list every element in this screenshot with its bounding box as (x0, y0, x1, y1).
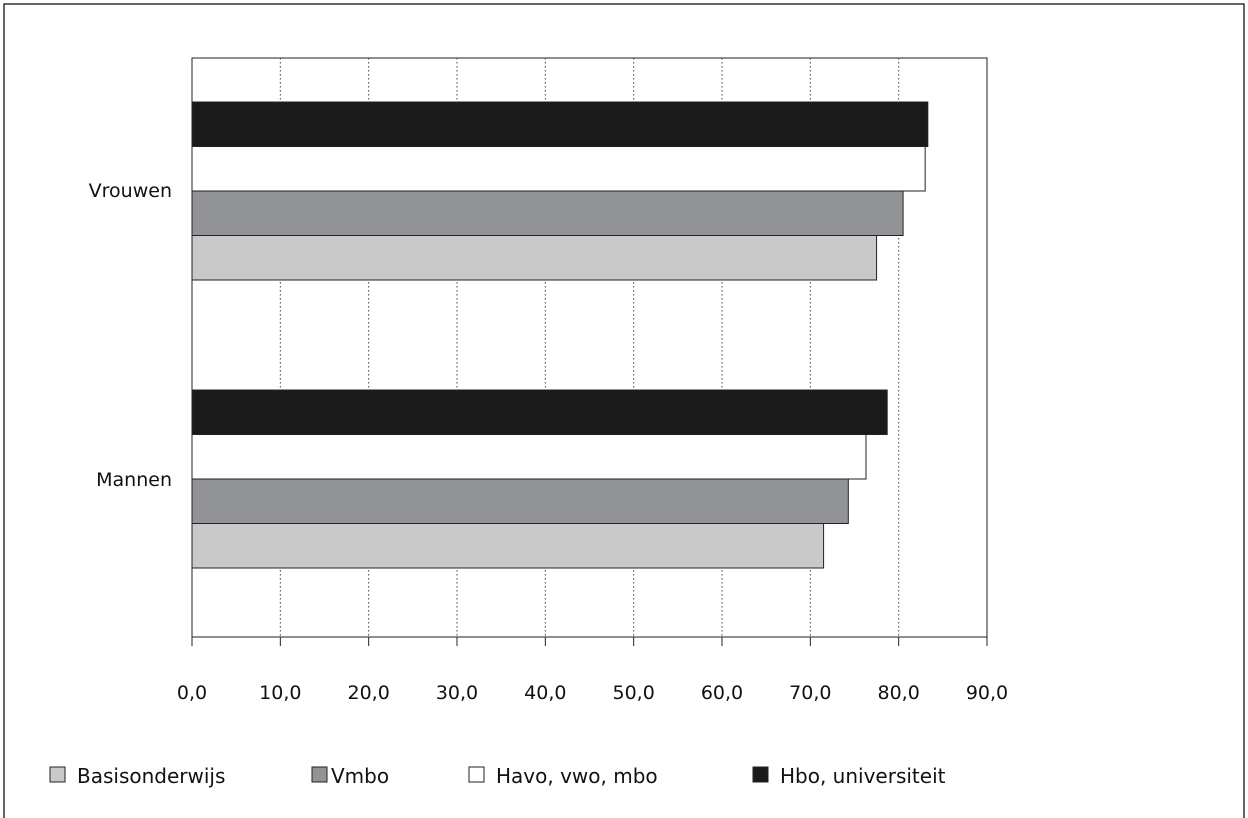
bar-hbo-universiteit-vrouwen (191, 101, 929, 147)
legend-swatch-basisonderwijs (49, 766, 66, 783)
x-tick-label: 50,0 (613, 682, 655, 704)
plot-frame (191, 57, 988, 638)
bar-hbo-universiteit-mannen (191, 389, 888, 435)
x-tick-label: 0,0 (177, 682, 207, 704)
x-tick-label: 60,0 (701, 682, 743, 704)
legend-label: Havo, vwo, mbo (496, 764, 658, 788)
x-tick-label: 70,0 (789, 682, 831, 704)
legend-swatch-vmbo (311, 766, 328, 783)
x-tick-label: 40,0 (524, 682, 566, 704)
category-label: Vrouwen (89, 180, 172, 202)
x-tick-label: 30,0 (436, 682, 478, 704)
x-tick-label: 80,0 (878, 682, 920, 704)
legend: Basisonderwijs Vmbo Havo, vwo, mbo Hbo, uni… (49, 764, 946, 788)
bar-havo-vwo-mbo-vrouwen (191, 146, 926, 192)
category-label: Mannen (96, 469, 172, 491)
x-tick-label: 10,0 (259, 682, 301, 704)
legend-swatch-havo-vwo-mbo (468, 766, 485, 783)
bar-vmbo-vrouwen (191, 190, 904, 236)
legend-swatch-hbo-universiteit (752, 766, 769, 783)
bar-basisonderwijs-mannen (191, 523, 825, 569)
legend-label: Hbo, universiteit (780, 764, 946, 788)
x-tick-label: 90,0 (966, 682, 1008, 704)
legend-label: Basisonderwijs (77, 764, 225, 788)
x-tick-label: 20,0 (348, 682, 390, 704)
legend-label: Vmbo (331, 764, 389, 788)
bar-vmbo-mannen (191, 478, 849, 524)
bar-basisonderwijs-vrouwen (191, 235, 878, 281)
bar-havo-vwo-mbo-mannen (191, 434, 867, 480)
plot-area: 0,0 10,0 20,0 30,0 40,0 50,0 60,0 70,0 80,0 90,0 V… (89, 57, 1008, 704)
